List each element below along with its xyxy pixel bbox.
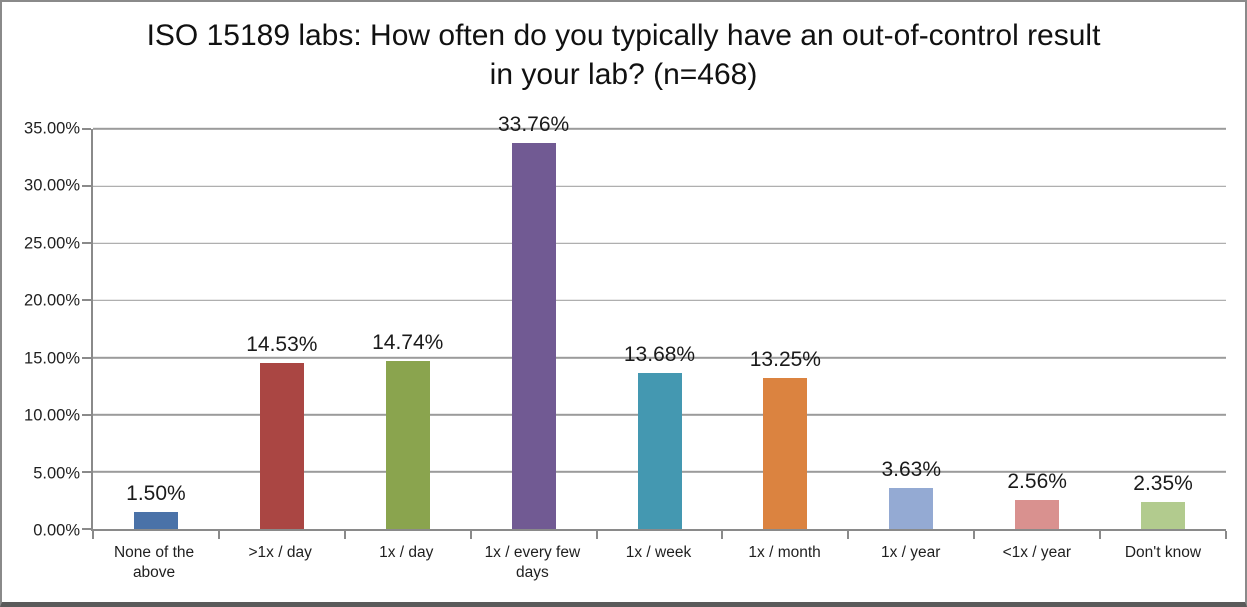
x-axis-tick (217, 531, 220, 539)
x-tick-label: 1x / day (379, 544, 434, 561)
y-tick-label: 10.00% (24, 406, 80, 425)
bar-value-label: 13.25% (749, 347, 821, 371)
y-axis-tick (82, 242, 91, 245)
x-tick-label: None of the above (113, 544, 195, 581)
x-axis-tick (469, 531, 472, 539)
bar (763, 377, 808, 529)
x-tick-label: >1x / day (248, 544, 312, 561)
y-tick-label: 0.00% (33, 521, 80, 540)
x-axis-tick (847, 531, 850, 539)
bar (637, 372, 682, 529)
bar-value-label: 14.74% (372, 330, 444, 354)
x-tick-label: 1x / every few days (484, 544, 581, 581)
plot-area: 1.50% 14.53% 14.74% 33.76% 13.68% 13.25% 3.63%… (82, 113, 1227, 539)
bar (385, 360, 430, 529)
x-axis-tick (92, 531, 94, 539)
bar-value-label: 1.50% (126, 481, 186, 505)
y-axis-tick (82, 128, 91, 130)
y-axis-tick (82, 470, 91, 473)
gridline (93, 185, 1226, 187)
bar-value-label: 3.63% (881, 457, 942, 481)
bar-value-label: 14.53% (246, 332, 318, 356)
chart-title: ISO 15189 labs: How often do you typical… (2, 16, 1245, 94)
x-tick-label: 1x / year (880, 544, 941, 561)
x-axis-tick (973, 531, 976, 539)
x-axis-tick (1099, 531, 1102, 539)
gridline (93, 128, 1226, 130)
x-tick-label: Don't know (1124, 544, 1202, 561)
y-tick-label: 20.00% (24, 291, 80, 310)
y-axis-tick (82, 528, 91, 530)
y-tick-label: 15.00% (24, 349, 80, 368)
x-tick-label: <1x / year (1002, 544, 1072, 561)
chart-title-text: ISO 15189 labs: How often do you typical… (146, 19, 1101, 91)
gridline (93, 242, 1226, 245)
y-axis-tick (82, 356, 91, 359)
y-axis-tick (82, 299, 91, 302)
x-axis: None of the above >1x / day 1x / day 1x / e… (91, 543, 1226, 591)
bar (1141, 502, 1186, 529)
bar (889, 487, 934, 529)
x-tick-label: 1x / week (625, 544, 692, 561)
y-tick-label: 5.00% (33, 464, 80, 483)
y-axis-tick (82, 185, 91, 188)
x-axis-tick (595, 531, 598, 539)
bar (1015, 499, 1060, 529)
y-tick-label: 30.00% (24, 176, 80, 195)
x-tick-label: 1x / month (748, 544, 821, 561)
y-tick-label: 25.00% (24, 234, 80, 253)
bar (133, 511, 178, 529)
gridline (93, 299, 1226, 302)
bar-value-label: 13.68% (623, 342, 696, 366)
y-axis: 0.00% 5.00% 10.00% 15.00% 20.00% 25.00% 30.00%… (2, 120, 80, 540)
x-axis-tick (721, 531, 724, 539)
y-tick-label: 35.00% (24, 119, 80, 138)
x-axis-tick (343, 531, 346, 539)
bar-value-label: 33.76% (497, 113, 570, 137)
bar-value-label: 2.35% (1133, 472, 1193, 496)
gridline (93, 356, 1226, 359)
bar (511, 143, 556, 529)
bar-value-label: 2.56% (1007, 469, 1067, 493)
bar (259, 362, 304, 529)
x-axis-tick (1225, 531, 1227, 539)
y-axis-tick (82, 413, 91, 416)
